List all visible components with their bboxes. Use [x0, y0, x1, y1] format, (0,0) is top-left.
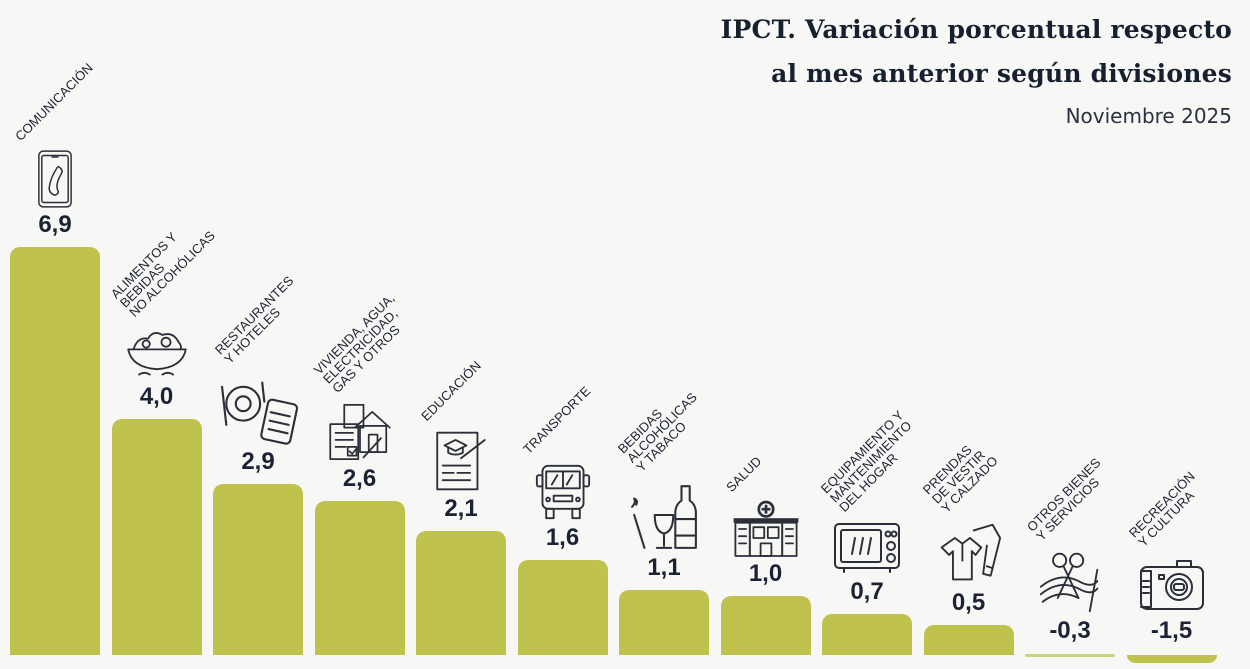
category-label: Alimentos y bebidas no alcohólicas: [107, 210, 217, 320]
value-label: 1,1: [647, 554, 681, 581]
hospital-icon: [730, 500, 802, 558]
category-label: Vivienda, agua, electricidad, gas y otros: [310, 291, 415, 396]
category-label: Restaurantes y hoteles: [211, 273, 305, 367]
bar-9: [923, 625, 1014, 655]
bus-icon: [535, 462, 591, 522]
food-bowl-icon: [121, 325, 193, 381]
bar-10: [1025, 654, 1115, 657]
value-label: 6,9: [38, 211, 72, 238]
bar-11: [1126, 655, 1217, 663]
category-label-line: Educación: [418, 357, 484, 424]
value-label: 2,9: [241, 448, 275, 475]
chart-subtitle: Noviembre 2025: [1065, 104, 1232, 128]
bar-0: [10, 247, 100, 655]
bar-7: [720, 596, 811, 655]
bar-8: [822, 614, 912, 655]
category-label: Educación: [418, 357, 484, 424]
category-label: Bebidas alcohólicas y tabaco: [615, 381, 708, 475]
bar-3: [314, 501, 405, 655]
chart-title-line-1: IPCT. Variación porcentual respecto: [720, 15, 1232, 44]
clothing-icon: [936, 521, 1002, 587]
value-label: 4,0: [139, 383, 174, 410]
category-label: Recreación y cultura: [1125, 469, 1206, 550]
bar-2: [213, 484, 303, 655]
bar-1: [111, 419, 202, 655]
bar-4: [416, 531, 506, 655]
chart-title-block: IPCT. Variación porcentual respecto al m…: [721, 8, 1232, 130]
value-label: 2,6: [342, 465, 377, 492]
bar-6: [619, 590, 709, 655]
house-document-icon: [325, 401, 395, 463]
category-label-line: Salud: [722, 453, 764, 495]
category-label-line: Comunicación: [12, 60, 96, 144]
category-label: Otros bienes y servicios: [1024, 455, 1112, 544]
category-label: Prendas de vestir y calzado: [919, 435, 1000, 515]
smartphone-icon: [33, 149, 77, 209]
value-label: 1,6: [545, 524, 580, 551]
value-label: 2,1: [444, 495, 478, 522]
camera-icon: [1136, 555, 1208, 615]
category-label-line: Transporte: [519, 383, 593, 457]
plate-suitcase-icon: [215, 372, 301, 446]
value-label: 0,7: [850, 578, 884, 605]
category-label: Transporte: [519, 383, 593, 457]
scissors-ribbon-icon: [1037, 549, 1103, 615]
value-label: -1,5: [1150, 617, 1193, 644]
category-label: Equipamiento y mantenimiento del hogar: [818, 408, 924, 515]
microwave-icon: [832, 520, 902, 576]
value-label: 1,0: [748, 560, 783, 587]
category-label-line: Restaurantes: [211, 273, 297, 358]
wine-bottle-cigar-icon: [628, 480, 700, 552]
bar-5: [517, 560, 608, 655]
value-label: -0,3: [1049, 617, 1091, 644]
category-label-line: bebidas: [116, 260, 167, 311]
graduation-document-icon: [433, 429, 489, 493]
chart-title-line-2: al mes anterior según divisiones: [771, 59, 1232, 88]
category-label: Salud: [722, 453, 764, 495]
category-label: Comunicación: [12, 60, 96, 144]
value-label: 0,5: [951, 589, 986, 616]
